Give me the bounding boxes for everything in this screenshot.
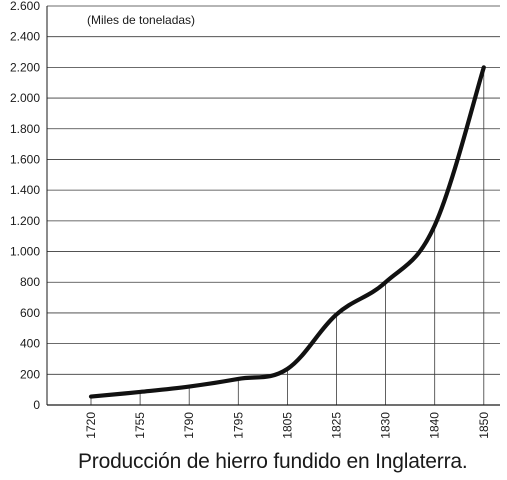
axes: [46, 6, 500, 406]
chart-caption: Producción de hierro fundido en Inglater…: [78, 450, 468, 473]
data-point: [385, 281, 387, 283]
data-point: [434, 224, 436, 226]
y-tick-label: 1.800: [10, 122, 40, 136]
y-tick-label: 1.600: [10, 152, 40, 166]
x-tick-label: 1840: [428, 412, 442, 439]
data-point: [336, 313, 337, 315]
y-tick-label: 0: [33, 398, 40, 412]
data-point: [188, 386, 190, 388]
y-tick-label: 2.400: [10, 30, 40, 44]
x-tick-label: 1720: [84, 412, 98, 439]
x-tick-label: 1850: [477, 412, 491, 439]
data-point: [237, 378, 239, 380]
x-tick-label: 1790: [182, 412, 196, 439]
x-tick-label: 1825: [330, 412, 344, 439]
x-axis-ticks: 1720 1755 1790 1795 1805 1825 1830 1840 1850: [84, 412, 491, 439]
y-tick-label: 1.000: [10, 245, 40, 259]
y-axis-ticks: 0 200 400 600 800 1.000 1.200 1.400 1.600 1.800 2.…: [10, 0, 40, 412]
y-tick-label: 400: [20, 337, 40, 351]
x-tick-label: 1805: [280, 412, 294, 439]
y-tick-label: 1.200: [10, 214, 40, 228]
grid-lines: [47, 5, 500, 375]
data-point: [139, 391, 141, 393]
unit-note: (Miles de toneladas): [87, 13, 195, 27]
y-tick-label: 2.200: [10, 60, 40, 74]
y-tick-label: 200: [20, 367, 40, 381]
x-tick-label: 1795: [231, 412, 245, 439]
y-tick-label: 600: [20, 306, 40, 320]
data-series: [88, 65, 486, 399]
series-line: [88, 65, 486, 399]
drop-lines: [90, 67, 485, 405]
data-point: [286, 368, 288, 370]
y-tick-label: 2.600: [10, 0, 40, 13]
x-tick-label: 1755: [133, 412, 147, 439]
data-point: [90, 396, 92, 398]
data-point: [483, 66, 485, 68]
x-tick-label: 1830: [379, 412, 393, 439]
y-tick-label: 2.000: [10, 91, 40, 105]
y-tick-label: 1.400: [10, 183, 40, 197]
y-tick-label: 800: [20, 275, 40, 289]
